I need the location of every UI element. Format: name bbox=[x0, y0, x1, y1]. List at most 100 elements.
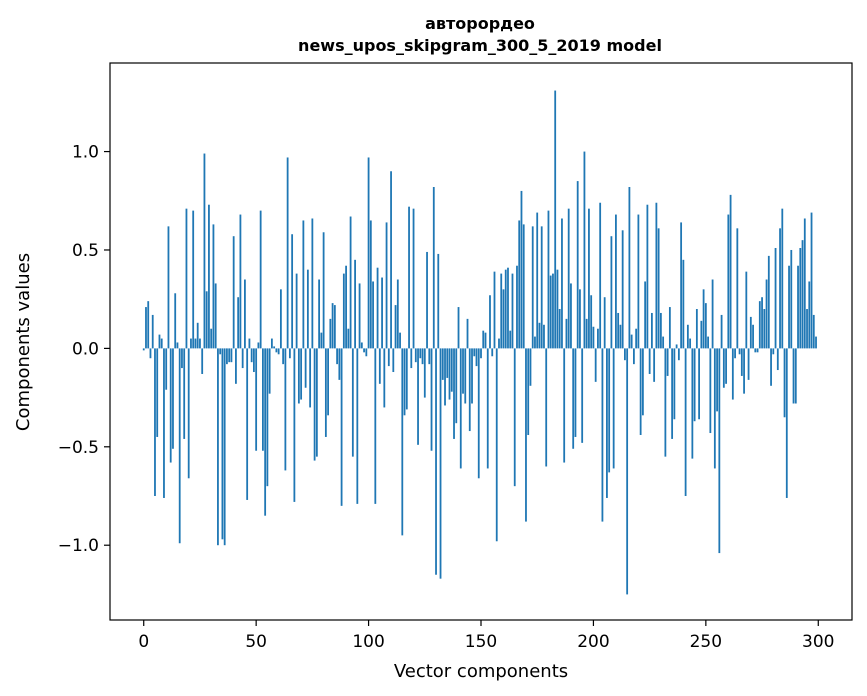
bar bbox=[594, 348, 597, 382]
bar bbox=[250, 348, 253, 363]
y-tick-label: 0.0 bbox=[72, 339, 99, 359]
y-tick-label: 0.5 bbox=[72, 241, 99, 261]
y-axis-ticks: −1.0 −0.5 0.0 0.5 1.0 bbox=[58, 143, 110, 556]
bar bbox=[315, 348, 318, 457]
bar bbox=[381, 277, 383, 349]
bar bbox=[466, 318, 469, 349]
bar bbox=[725, 348, 727, 384]
bar bbox=[592, 326, 595, 349]
bar bbox=[599, 202, 602, 349]
bar bbox=[675, 344, 678, 349]
bar bbox=[181, 348, 183, 369]
bar bbox=[187, 348, 190, 479]
bar bbox=[601, 348, 604, 522]
bar bbox=[790, 249, 793, 349]
bar bbox=[691, 348, 694, 459]
bar bbox=[707, 336, 709, 349]
bar bbox=[372, 281, 374, 349]
bar bbox=[277, 348, 280, 355]
bar bbox=[374, 348, 377, 504]
bar bbox=[704, 303, 707, 349]
bar bbox=[615, 214, 617, 349]
bar bbox=[666, 348, 669, 376]
bar bbox=[603, 297, 606, 349]
bar bbox=[740, 348, 743, 376]
bar bbox=[268, 348, 271, 394]
bar bbox=[228, 348, 231, 363]
bar bbox=[639, 348, 642, 435]
bar bbox=[169, 348, 172, 463]
bar bbox=[142, 348, 145, 351]
bar bbox=[617, 312, 620, 349]
bar bbox=[738, 348, 741, 355]
bar bbox=[163, 348, 165, 498]
bar bbox=[621, 230, 624, 349]
bar bbox=[628, 187, 631, 349]
bar bbox=[799, 248, 802, 349]
bars bbox=[142, 90, 817, 595]
bar bbox=[630, 334, 633, 349]
bar bbox=[417, 348, 419, 445]
bar bbox=[390, 171, 392, 349]
bar bbox=[504, 269, 507, 349]
bar bbox=[545, 348, 548, 467]
bar bbox=[244, 279, 246, 349]
bar bbox=[194, 338, 197, 349]
chart-title-line-1: авторордео bbox=[425, 14, 535, 33]
x-tick-label: 150 bbox=[465, 632, 497, 652]
bar bbox=[203, 153, 206, 349]
bar bbox=[536, 212, 539, 349]
bar bbox=[590, 295, 593, 349]
bar bbox=[673, 348, 676, 420]
bar bbox=[810, 212, 813, 349]
bar bbox=[758, 301, 761, 349]
bar bbox=[376, 267, 379, 349]
bar bbox=[230, 348, 233, 363]
bar bbox=[734, 348, 736, 359]
bar bbox=[410, 348, 413, 369]
bar bbox=[711, 279, 714, 349]
bar bbox=[426, 251, 428, 349]
bar bbox=[210, 328, 213, 349]
bar bbox=[752, 324, 754, 349]
bar bbox=[286, 157, 289, 349]
bar bbox=[226, 348, 228, 365]
bar bbox=[367, 157, 370, 349]
bar bbox=[183, 348, 186, 439]
bar bbox=[736, 228, 739, 349]
bar bbox=[659, 312, 662, 349]
bar bbox=[576, 181, 579, 349]
bar bbox=[201, 348, 204, 374]
bar bbox=[797, 265, 799, 349]
bar bbox=[788, 265, 790, 349]
x-tick-label: 250 bbox=[690, 632, 722, 652]
bar bbox=[815, 336, 817, 349]
bar bbox=[808, 281, 811, 349]
bar bbox=[518, 220, 521, 349]
bar bbox=[302, 220, 305, 349]
bar bbox=[266, 348, 269, 487]
bar bbox=[351, 348, 354, 457]
bar bbox=[785, 348, 788, 498]
bar bbox=[565, 318, 568, 349]
bar bbox=[412, 208, 415, 349]
bar bbox=[419, 348, 422, 359]
bar bbox=[455, 348, 458, 424]
bar bbox=[331, 303, 334, 349]
bar bbox=[176, 342, 179, 349]
bar bbox=[365, 348, 368, 357]
bar bbox=[212, 224, 215, 349]
bar bbox=[291, 234, 294, 349]
bar bbox=[682, 259, 685, 349]
bar bbox=[383, 348, 386, 408]
bar bbox=[435, 348, 437, 575]
bar bbox=[641, 348, 644, 416]
bar bbox=[761, 297, 763, 349]
bar bbox=[801, 240, 804, 349]
bar bbox=[432, 187, 435, 349]
bar bbox=[731, 348, 734, 400]
bar bbox=[311, 218, 314, 349]
bar bbox=[743, 348, 745, 394]
bar bbox=[437, 253, 440, 349]
bar bbox=[262, 348, 264, 451]
